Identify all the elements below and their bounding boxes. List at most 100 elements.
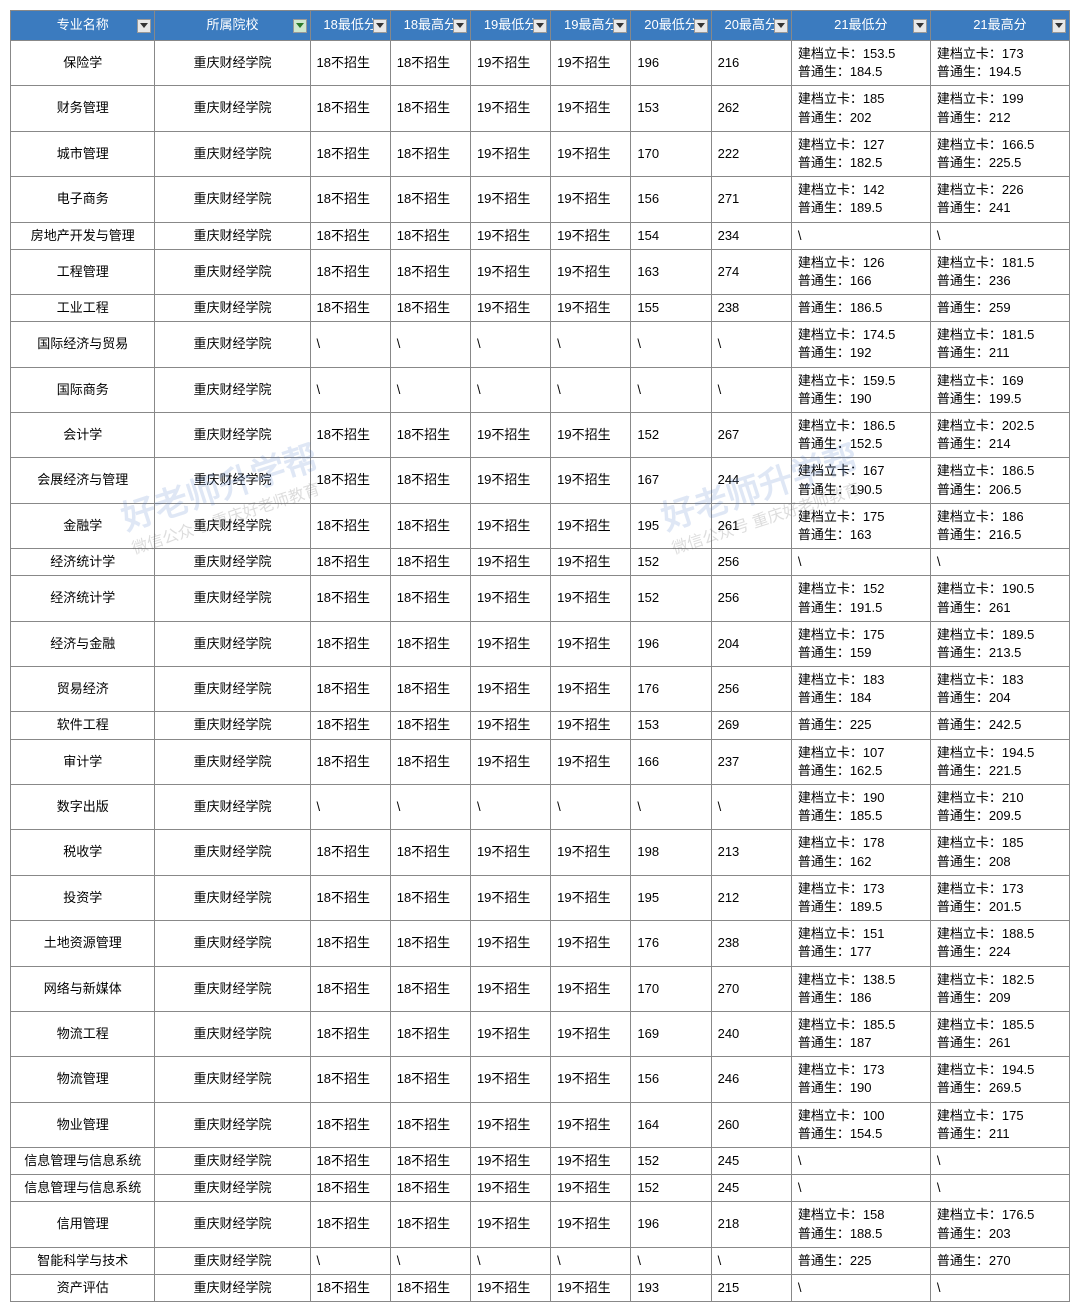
table-header-row: 专业名称所属院校18最低分18最高分19最低分19最高分20最低分20最高分21…	[11, 11, 1070, 41]
cell-high18: 18不招生	[390, 966, 470, 1011]
filter-dropdown-icon[interactable]	[373, 19, 387, 33]
cell-major: 资产评估	[11, 1274, 155, 1301]
cell-high20: 245	[711, 1148, 791, 1175]
filter-dropdown-icon[interactable]	[774, 19, 788, 33]
cell-low19: 19不招生	[470, 413, 550, 458]
table-row: 税收学重庆财经学院18不招生18不招生19不招生19不招生198213建档立卡：…	[11, 830, 1070, 875]
filter-dropdown-icon[interactable]	[613, 19, 627, 33]
table-row: 智能科学与技术重庆财经学院\\\\\\普通生：225普通生：270	[11, 1247, 1070, 1274]
cell-school: 重庆财经学院	[155, 322, 310, 367]
cell-high20: 238	[711, 295, 791, 322]
cell-low21: 建档立卡：151 普通生：177	[791, 921, 930, 966]
filter-dropdown-icon[interactable]	[293, 19, 307, 33]
cell-high20: 261	[711, 503, 791, 548]
cell-low19: 19不招生	[470, 1148, 550, 1175]
cell-high18: 18不招生	[390, 413, 470, 458]
cell-low19: 19不招生	[470, 576, 550, 621]
cell-high19: 19不招生	[551, 1011, 631, 1056]
cell-high18: 18不招生	[390, 549, 470, 576]
col-header-low18[interactable]: 18最低分	[310, 11, 390, 41]
cell-major: 保险学	[11, 41, 155, 86]
cell-low21: \	[791, 1274, 930, 1301]
cell-low20: 155	[631, 295, 711, 322]
cell-high21: 建档立卡：194.5 普通生：269.5	[930, 1057, 1069, 1102]
cell-high20: 213	[711, 830, 791, 875]
cell-high20: 274	[711, 249, 791, 294]
cell-high19: 19不招生	[551, 621, 631, 666]
cell-high18: 18不招生	[390, 1175, 470, 1202]
table-row: 网络与新媒体重庆财经学院18不招生18不招生19不招生19不招生170270建档…	[11, 966, 1070, 1011]
filter-dropdown-icon[interactable]	[137, 19, 151, 33]
cell-major: 物流管理	[11, 1057, 155, 1102]
cell-high21: 建档立卡：202.5 普通生：214	[930, 413, 1069, 458]
cell-school: 重庆财经学院	[155, 41, 310, 86]
cell-high21: 建档立卡：181.5 普通生：211	[930, 322, 1069, 367]
cell-low20: 193	[631, 1274, 711, 1301]
table-row: 信息管理与信息系统重庆财经学院18不招生18不招生19不招生19不招生15224…	[11, 1175, 1070, 1202]
cell-high20: 269	[711, 712, 791, 739]
table-row: 经济统计学重庆财经学院18不招生18不招生19不招生19不招生152256建档立…	[11, 576, 1070, 621]
table-row: 工程管理重庆财经学院18不招生18不招生19不招生19不招生163274建档立卡…	[11, 249, 1070, 294]
filter-dropdown-icon[interactable]	[913, 19, 927, 33]
cell-high20: 238	[711, 921, 791, 966]
cell-high19: 19不招生	[551, 921, 631, 966]
cell-low19: 19不招生	[470, 1175, 550, 1202]
table-row: 物流管理重庆财经学院18不招生18不招生19不招生19不招生156246建档立卡…	[11, 1057, 1070, 1102]
cell-low21: 建档立卡：175 普通生：163	[791, 503, 930, 548]
cell-low20: 176	[631, 667, 711, 712]
cell-low18: 18不招生	[310, 1102, 390, 1147]
table-row: 软件工程重庆财经学院18不招生18不招生19不招生19不招生153269普通生：…	[11, 712, 1070, 739]
cell-high21: 建档立卡：189.5 普通生：213.5	[930, 621, 1069, 666]
col-header-school[interactable]: 所属院校	[155, 11, 310, 41]
cell-low18: 18不招生	[310, 667, 390, 712]
cell-low19: 19不招生	[470, 1011, 550, 1056]
cell-low21: 建档立卡：186.5 普通生：152.5	[791, 413, 930, 458]
cell-high21: 建档立卡：190.5 普通生：261	[930, 576, 1069, 621]
cell-low18: 18不招生	[310, 875, 390, 920]
col-header-low19[interactable]: 19最低分	[470, 11, 550, 41]
cell-low19: 19不招生	[470, 131, 550, 176]
cell-high19: 19不招生	[551, 295, 631, 322]
col-header-low20[interactable]: 20最低分	[631, 11, 711, 41]
cell-low19: 19不招生	[470, 667, 550, 712]
cell-low18: 18不招生	[310, 222, 390, 249]
filter-dropdown-icon[interactable]	[453, 19, 467, 33]
cell-major: 财务管理	[11, 86, 155, 131]
table-row: 会展经济与管理重庆财经学院18不招生18不招生19不招生19不招生167244建…	[11, 458, 1070, 503]
col-header-high19[interactable]: 19最高分	[551, 11, 631, 41]
cell-low21: 普通生：186.5	[791, 295, 930, 322]
cell-school: 重庆财经学院	[155, 739, 310, 784]
cell-high19: \	[551, 367, 631, 412]
cell-low19: 19不招生	[470, 549, 550, 576]
cell-major: 工业工程	[11, 295, 155, 322]
table-row: 电子商务重庆财经学院18不招生18不招生19不招生19不招生156271建档立卡…	[11, 177, 1070, 222]
cell-school: 重庆财经学院	[155, 177, 310, 222]
cell-major: 房地产开发与管理	[11, 222, 155, 249]
cell-major: 网络与新媒体	[11, 966, 155, 1011]
table-row: 经济统计学重庆财经学院18不招生18不招生19不招生19不招生152256\\	[11, 549, 1070, 576]
cell-major: 信用管理	[11, 1202, 155, 1247]
cell-low20: \	[631, 322, 711, 367]
filter-dropdown-icon[interactable]	[1052, 19, 1066, 33]
cell-low20: 176	[631, 921, 711, 966]
col-header-high21[interactable]: 21最高分	[930, 11, 1069, 41]
cell-high20: 222	[711, 131, 791, 176]
cell-high21: 建档立卡：173 普通生：201.5	[930, 875, 1069, 920]
col-header-major[interactable]: 专业名称	[11, 11, 155, 41]
cell-high20: \	[711, 367, 791, 412]
cell-high20: 256	[711, 576, 791, 621]
filter-dropdown-icon[interactable]	[694, 19, 708, 33]
col-header-high18[interactable]: 18最高分	[390, 11, 470, 41]
cell-school: 重庆财经学院	[155, 1102, 310, 1147]
filter-dropdown-icon[interactable]	[533, 19, 547, 33]
col-header-high20[interactable]: 20最高分	[711, 11, 791, 41]
cell-high21: 建档立卡：169 普通生：199.5	[930, 367, 1069, 412]
cell-major: 经济统计学	[11, 576, 155, 621]
col-header-low21[interactable]: 21最低分	[791, 11, 930, 41]
cell-high18: 18不招生	[390, 1274, 470, 1301]
cell-low18: 18不招生	[310, 1148, 390, 1175]
cell-high21: 建档立卡：226 普通生：241	[930, 177, 1069, 222]
cell-low18: 18不招生	[310, 86, 390, 131]
cell-high20: 204	[711, 621, 791, 666]
cell-low18: 18不招生	[310, 458, 390, 503]
